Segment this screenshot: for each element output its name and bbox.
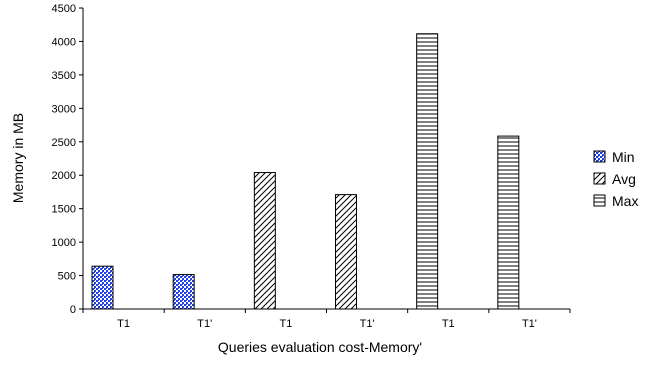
x-tick-label: T1': [197, 318, 212, 330]
bar-max: [497, 135, 520, 310]
y-axis-title: Memory in MB: [10, 113, 26, 203]
y-tick-label: 1500: [52, 204, 76, 216]
y-tick-label: 2500: [52, 137, 76, 149]
x-tick-label: T1: [117, 318, 130, 330]
x-tick-label: T1: [442, 318, 455, 330]
legend-label-max: Max: [612, 193, 638, 209]
x-tick-label: T1': [360, 318, 375, 330]
bar-min: [91, 265, 114, 310]
legend-swatch-max: [593, 194, 606, 207]
bar-avg: [253, 172, 276, 310]
bar-avg: [335, 194, 357, 310]
y-tick-label: 4000: [52, 36, 76, 48]
y-tick-label: 0: [70, 304, 76, 316]
x-tick-label: T1': [522, 318, 537, 330]
bar-min: [172, 274, 195, 310]
y-tick-label: 1000: [52, 237, 76, 249]
x-tick-label: T1: [279, 318, 292, 330]
y-tick-label: 3000: [52, 103, 76, 115]
legend: Min Avg Max: [593, 149, 638, 209]
legend-swatch-min: [593, 150, 606, 163]
legend-swatch-avg: [593, 172, 606, 185]
legend-label-avg: Avg: [612, 171, 636, 187]
y-tick-label: 3500: [52, 70, 76, 82]
x-axis-title: Queries evaluation cost-Memory': [218, 339, 422, 355]
legend-label-min: Min: [612, 149, 635, 165]
y-tick-label: 4500: [52, 3, 76, 15]
y-tick-label: 2000: [52, 170, 76, 182]
bar-max: [416, 33, 439, 310]
y-tick-label: 500: [58, 271, 76, 283]
